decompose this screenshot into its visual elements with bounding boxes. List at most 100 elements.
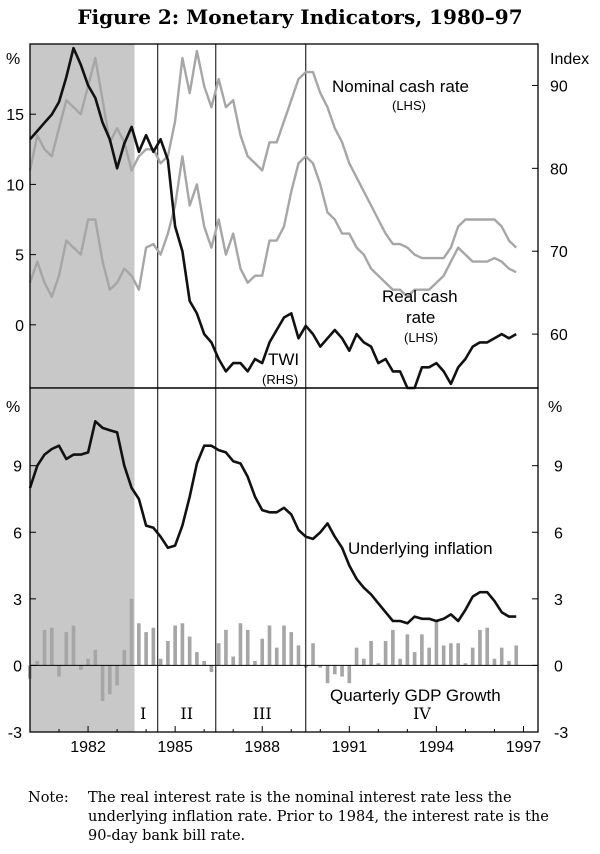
twi-axis-label: (RHS) [262,372,298,387]
top-right-tick-label: 90 [550,78,568,95]
underlying-inflation-label: Underlying inflation [348,539,493,558]
real-cash-rate-label: Real cash [382,287,458,306]
gdp-growth-bar [507,660,511,666]
real-cash-rate-line [28,155,517,298]
gdp-growth-bar [492,658,497,666]
bottom-left-tick-label: 0 [13,658,22,675]
bottom-series [28,419,517,625]
gdp-growth-bar [267,625,272,666]
gdp-growth-bar [78,665,83,670]
gdp-growth-bar [238,623,243,666]
gdp-growth-bar [391,629,395,666]
gdp-growth-bar [180,623,185,666]
top-right-tick-label: 60 [550,327,568,344]
bottom-left-unit: % [6,399,20,416]
gdp-growth-bar [376,663,381,666]
bottom-left-tick-label: 3 [13,592,22,609]
top-left-tick-label: 10 [6,177,24,194]
top-axis-ticks: 15 10 5 0 90 80 70 60 [6,78,568,344]
gdp-growth-bar [485,627,490,666]
gdp-growth-bar [296,645,301,666]
real-cash-rate-axis-label: (LHS) [404,330,438,345]
bottom-right-tick-label: -3 [554,725,568,742]
gdp-growth-bar [71,625,76,666]
gdp-growth-bar [253,660,257,666]
gdp-growth-label: Quarterly GDP Growth [330,686,501,705]
twi-label: TWI [268,350,299,369]
gdp-growth-bar [166,641,170,666]
gdp-growth-bar [245,629,250,666]
gdp-growth-bar [231,656,236,666]
top-left-tick-label: 0 [15,318,24,335]
gdp-growth-bar [86,658,90,666]
gdp-growth-bar [441,645,446,666]
bottom-right-tick-label: 9 [554,459,563,476]
gdp-growth-bar [209,665,214,673]
x-axis-ticks: 1982 1985 1988 1991 1994 1997 [58,726,542,756]
top-left-tick-label: 5 [15,248,24,265]
gdp-growth-bar [362,658,366,666]
gdp-growth-bar [340,665,344,677]
gdp-growth-bar [354,647,359,666]
bottom-phase-dividers [157,388,307,732]
x-tick-label: 1991 [332,739,368,756]
gdp-growth-bar [405,634,410,666]
top-left-tick-label: 15 [6,107,24,124]
bottom-left-tick-label: 6 [13,525,22,542]
x-tick-label: 1997 [506,739,542,756]
gdp-growth-bar [115,665,119,686]
gdp-growth-bar [93,649,98,666]
gdp-growth-bar [158,658,163,666]
gdp-growth-bar [347,665,352,684]
top-phase-dividers [157,44,307,388]
gdp-growth-bar [398,658,402,666]
gdp-growth-bars [28,598,519,701]
top-shaded-period [30,44,135,388]
gdp-growth-bar [64,632,69,666]
top-panel: 15 10 5 0 90 80 70 60 % Index Nominal cash rate… [6,43,589,390]
top-series [28,46,518,390]
gdp-growth-bar [129,598,134,666]
phase-label-ii: II [180,704,193,723]
bottom-axis-ticks: 9 6 3 0 -3 9 6 3 0 -3 [8,459,569,742]
bottom-right-tick-label: 0 [554,658,563,675]
gdp-growth-bar [514,645,519,666]
gdp-growth-bar [42,629,47,666]
gdp-growth-bar [463,663,468,666]
gdp-growth-bar [35,660,40,666]
top-right-tick-label: 80 [550,161,568,178]
gdp-growth-bar [202,660,206,666]
bottom-right-unit: % [548,399,562,416]
gdp-growth-bar [383,641,388,666]
note-text: The real interest rate is the nominal in… [88,790,549,844]
gdp-growth-bar [369,641,373,666]
phase-labels: I II III IV [140,704,431,723]
gdp-growth-bar [144,632,148,666]
gdp-growth-bar [325,665,330,684]
gdp-growth-bar [137,623,141,666]
gdp-growth-bar [224,629,228,666]
gdp-growth-bar [499,647,504,666]
gdp-growth-bar [478,629,482,666]
gdp-growth-bar [187,636,192,666]
bottom-left-tick-label: 9 [13,459,22,476]
gdp-growth-bar [195,652,199,666]
x-tick-label: 1982 [70,739,106,756]
gdp-growth-bar [427,647,431,666]
bottom-right-tick-label: 6 [554,525,563,542]
phase-label-iv: IV [413,704,431,723]
gdp-growth-bar [332,665,337,675]
gdp-growth-bar [108,665,112,695]
x-tick-label: 1985 [157,739,193,756]
gdp-growth-bar [318,665,323,668]
gdp-growth-bar [173,625,177,666]
gdp-growth-bar [420,634,424,666]
gdp-growth-bar [151,627,156,666]
nominal-cash-rate-label: Nominal cash rate [332,77,469,96]
top-right-unit: Index [550,51,589,68]
gdp-growth-bar [282,625,286,666]
x-tick-label: 1994 [419,739,455,756]
gdp-growth-bar [434,621,439,666]
